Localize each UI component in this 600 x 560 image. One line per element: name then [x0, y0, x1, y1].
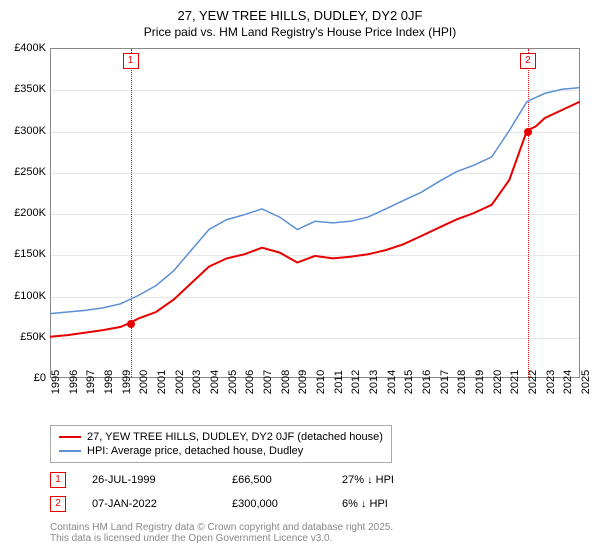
sale-price: £300,000: [232, 498, 342, 510]
sale-marker: 2: [50, 496, 66, 512]
footer-line-2: This data is licensed under the Open Gov…: [50, 533, 393, 544]
x-tick-label: 2021: [509, 370, 521, 394]
x-tick-label: 2007: [262, 370, 274, 394]
x-tick-label: 2002: [174, 370, 186, 394]
legend-label: HPI: Average price, detached house, Dudl…: [87, 445, 303, 457]
x-tick-label: 2020: [492, 370, 504, 394]
x-tick-label: 2018: [456, 370, 468, 394]
chart-subtitle: Price paid vs. HM Land Registry's House …: [0, 23, 600, 39]
x-tick-label: 2024: [562, 370, 574, 394]
x-tick-label: 1996: [68, 370, 80, 394]
legend-swatch: [59, 450, 81, 452]
x-tick-label: 1997: [85, 370, 97, 394]
sale-delta: 27% ↓ HPI: [342, 474, 394, 486]
x-tick-label: 2006: [244, 370, 256, 394]
x-tick-label: 2016: [421, 370, 433, 394]
y-tick-label: £400K: [14, 42, 46, 54]
y-tick-label: £100K: [14, 290, 46, 302]
y-tick-label: £0: [34, 372, 46, 384]
x-tick-label: 2015: [403, 370, 415, 394]
series-hpi: [50, 88, 580, 314]
x-tick-label: 2008: [280, 370, 292, 394]
y-tick-label: £300K: [14, 125, 46, 137]
y-tick-label: £200K: [14, 207, 46, 219]
x-tick-label: 1999: [121, 370, 133, 394]
x-tick-label: 2001: [156, 370, 168, 394]
sale-row: 2 07-JAN-2022£300,0006% ↓ HPI: [50, 492, 394, 516]
y-tick-label: £50K: [20, 331, 46, 343]
x-tick-label: 2023: [545, 370, 557, 394]
chart-area: 12 £0£50K£100K£150K£200K£250K£300K£350K£…: [50, 48, 580, 378]
series-price_paid: [50, 102, 580, 337]
x-tick-label: 1995: [50, 370, 62, 394]
legend-label: 27, YEW TREE HILLS, DUDLEY, DY2 0JF (det…: [87, 431, 383, 443]
x-tick-label: 2000: [138, 370, 150, 394]
sale-row: 1 26-JUL-1999£66,50027% ↓ HPI: [50, 468, 394, 492]
x-tick-label: 2009: [297, 370, 309, 394]
legend-item: HPI: Average price, detached house, Dudl…: [59, 444, 383, 458]
sale-date: 07-JAN-2022: [92, 498, 232, 510]
legend: 27, YEW TREE HILLS, DUDLEY, DY2 0JF (det…: [50, 425, 392, 463]
legend-swatch: [59, 436, 81, 438]
x-tick-label: 2022: [527, 370, 539, 394]
y-tick-label: £250K: [14, 166, 46, 178]
y-tick-label: £150K: [14, 248, 46, 260]
chart-title: 27, YEW TREE HILLS, DUDLEY, DY2 0JF: [0, 0, 600, 23]
x-tick-label: 2012: [350, 370, 362, 394]
legend-item: 27, YEW TREE HILLS, DUDLEY, DY2 0JF (det…: [59, 430, 383, 444]
x-tick-label: 1998: [103, 370, 115, 394]
y-tick-label: £350K: [14, 83, 46, 95]
x-tick-label: 2019: [474, 370, 486, 394]
x-tick-label: 2003: [191, 370, 203, 394]
footer-attribution: Contains HM Land Registry data © Crown c…: [50, 522, 393, 544]
x-tick-label: 2017: [439, 370, 451, 394]
x-tick-label: 2011: [333, 370, 345, 394]
sale-marker: 1: [50, 472, 66, 488]
x-tick-label: 2010: [315, 370, 327, 394]
sales-table: 1 26-JUL-1999£66,50027% ↓ HPI 2 07-JAN-2022…: [50, 468, 394, 516]
x-tick-label: 2025: [580, 370, 592, 394]
sale-price: £66,500: [232, 474, 342, 486]
sale-delta: 6% ↓ HPI: [342, 498, 388, 510]
x-tick-label: 2014: [386, 370, 398, 394]
chart-lines: [50, 48, 580, 378]
x-tick-label: 2005: [227, 370, 239, 394]
footer-line-1: Contains HM Land Registry data © Crown c…: [50, 522, 393, 533]
x-tick-label: 2013: [368, 370, 380, 394]
x-tick-label: 2004: [209, 370, 221, 394]
sale-date: 26-JUL-1999: [92, 474, 232, 486]
